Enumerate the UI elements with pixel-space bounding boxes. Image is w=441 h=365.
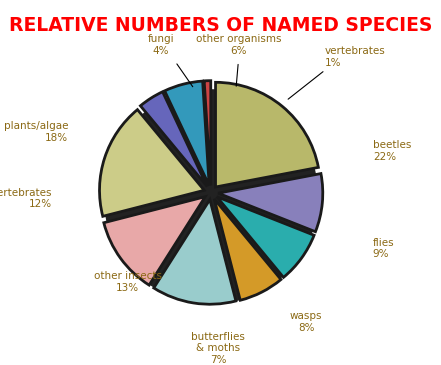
Text: fungi
4%: fungi 4% [148,34,174,56]
Wedge shape [100,110,204,216]
Wedge shape [164,81,209,185]
Text: butterflies
& moths
7%: butterflies & moths 7% [191,332,245,365]
Text: vertebrates
1%: vertebrates 1% [325,46,386,68]
Wedge shape [214,199,281,300]
Text: other invertebrates
12%: other invertebrates 12% [0,188,52,209]
Wedge shape [140,92,207,187]
Text: beetles
22%: beetles 22% [373,140,411,162]
Wedge shape [216,82,318,187]
Text: flies
9%: flies 9% [373,238,394,259]
Wedge shape [104,197,205,285]
Wedge shape [217,197,314,277]
Text: RELATIVE NUMBERS OF NAMED SPECIES: RELATIVE NUMBERS OF NAMED SPECIES [9,16,432,35]
Wedge shape [218,174,323,232]
Text: plants/algae
18%: plants/algae 18% [4,121,68,143]
Wedge shape [154,200,236,304]
Text: wasps
8%: wasps 8% [290,311,322,333]
Wedge shape [204,81,211,185]
Text: other organisms
6%: other organisms 6% [196,34,281,56]
Text: other insects
13%: other insects 13% [93,271,162,292]
Circle shape [104,90,318,303]
